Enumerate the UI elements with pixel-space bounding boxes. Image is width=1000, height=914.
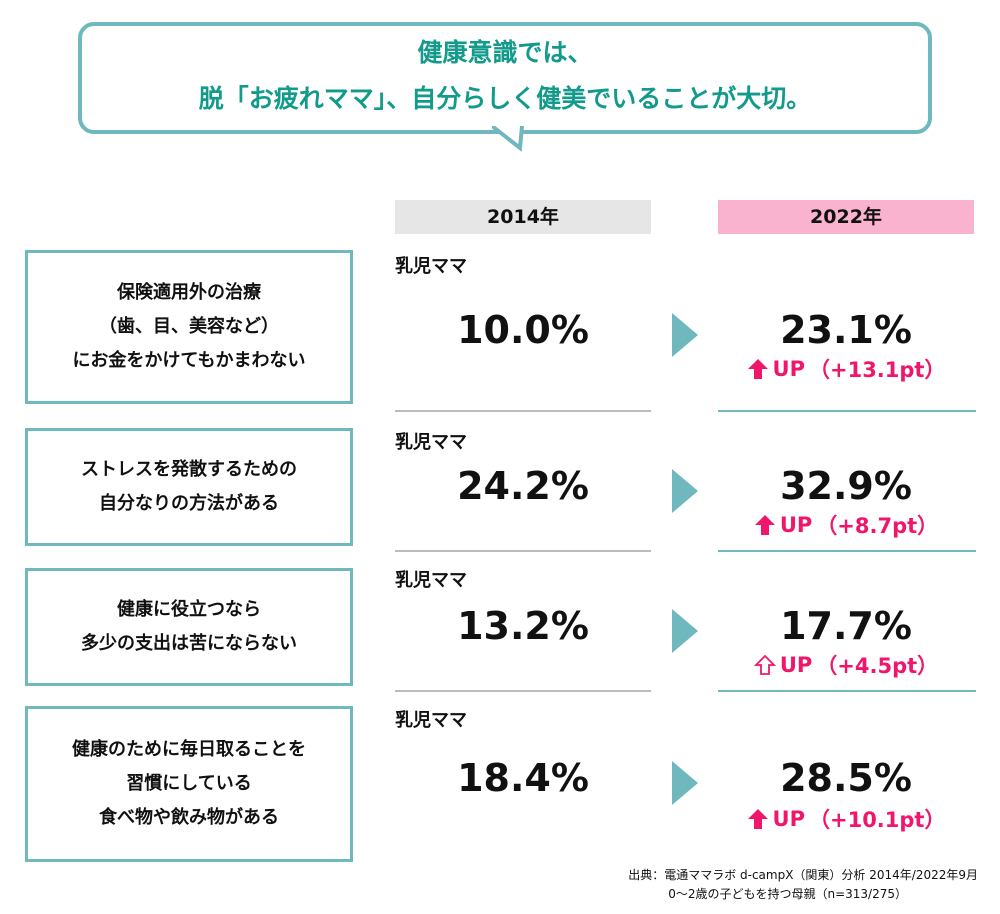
value-2022: 23.1% xyxy=(780,308,912,352)
triangle-right-icon xyxy=(672,313,698,357)
value-2014: 24.2% xyxy=(457,464,589,508)
increase-indicator: UP （+8.7pt） xyxy=(718,510,974,540)
divider-2022 xyxy=(718,690,976,692)
row-label: 保険適用外の治療 （歯、目、美容など） にお金をかけてもかまわない xyxy=(72,282,306,371)
row-label-box: 保険適用外の治療 （歯、目、美容など） にお金をかけてもかまわない xyxy=(25,250,353,404)
divider-2014 xyxy=(395,410,651,412)
increase-indicator: UP （+10.1pt） xyxy=(718,804,974,834)
segment-label: 乳児ママ xyxy=(395,432,467,453)
divider-2022 xyxy=(718,410,976,412)
row-label: ストレスを発散するための 自分なりの方法がある xyxy=(81,459,297,514)
segment-label: 乳児ママ xyxy=(395,256,467,277)
divider-2014 xyxy=(395,690,651,692)
value-2022: 28.5% xyxy=(780,756,912,800)
value-2022: 32.9% xyxy=(780,464,912,508)
value-2014: 18.4% xyxy=(457,756,589,800)
divider-2014 xyxy=(395,550,651,552)
triangle-right-icon xyxy=(672,609,698,653)
increase-indicator: UP （+13.1pt） xyxy=(718,354,974,384)
source-line-1: 出典：電通ママラボ d-campX（関東）分析 2014年/2022年9月 xyxy=(628,868,978,882)
headline-line-2: 脱「お疲れママ」、自分らしく健美でいることが大切。 xyxy=(198,84,812,113)
triangle-right-icon xyxy=(672,761,698,805)
arrow-up-icon xyxy=(747,359,768,379)
row-label: 健康に役立つなら 多少の支出は苦にならない xyxy=(81,599,297,654)
arrow-up-icon xyxy=(754,515,775,535)
row-label-box: ストレスを発散するための 自分なりの方法がある xyxy=(25,428,353,546)
divider-2022 xyxy=(718,550,976,552)
arrow-up-icon xyxy=(747,809,768,829)
value-2014: 10.0% xyxy=(457,308,589,352)
segment-label: 乳児ママ xyxy=(395,570,467,591)
column-header-2022: 2022年 xyxy=(718,200,974,234)
diff-value: （+10.1pt） xyxy=(808,808,946,832)
source-note: 出典：電通ママラボ d-campX（関東）分析 2014年/2022年9月 0～… xyxy=(628,866,978,904)
value-2022: 17.7% xyxy=(780,604,912,648)
diff-value: （+4.5pt） xyxy=(816,654,939,678)
headline-line-1: 健康意識では、 xyxy=(417,38,593,67)
up-label: UP xyxy=(779,513,813,537)
triangle-right-icon xyxy=(672,469,698,513)
value-2014: 13.2% xyxy=(457,604,589,648)
segment-label: 乳児ママ xyxy=(395,710,467,731)
row-label-box: 健康に役立つなら 多少の支出は苦にならない xyxy=(25,568,353,686)
row-label: 健康のために毎日取ることを 習慣にしている 食べ物や飲み物がある xyxy=(72,739,306,828)
headline: 健康意識では、 脱「お疲れママ」、自分らしく健美でいることが大切。 xyxy=(78,30,932,122)
up-label: UP xyxy=(779,653,813,677)
speech-bubble-tail xyxy=(492,126,524,152)
diff-value: （+8.7pt） xyxy=(816,514,939,538)
up-label: UP xyxy=(772,807,805,831)
up-label: UP xyxy=(772,357,805,381)
column-header-2014: 2014年 xyxy=(395,200,651,234)
diff-value: （+13.1pt） xyxy=(808,358,946,382)
source-line-2: 0～2歳の子どもを持つ母親（n=313/275） xyxy=(668,887,907,901)
row-label-box: 健康のために毎日取ることを 習慣にしている 食べ物や飲み物がある xyxy=(25,706,353,862)
arrow-up-outline-icon xyxy=(753,654,776,675)
increase-indicator: UP （+4.5pt） xyxy=(718,650,974,680)
